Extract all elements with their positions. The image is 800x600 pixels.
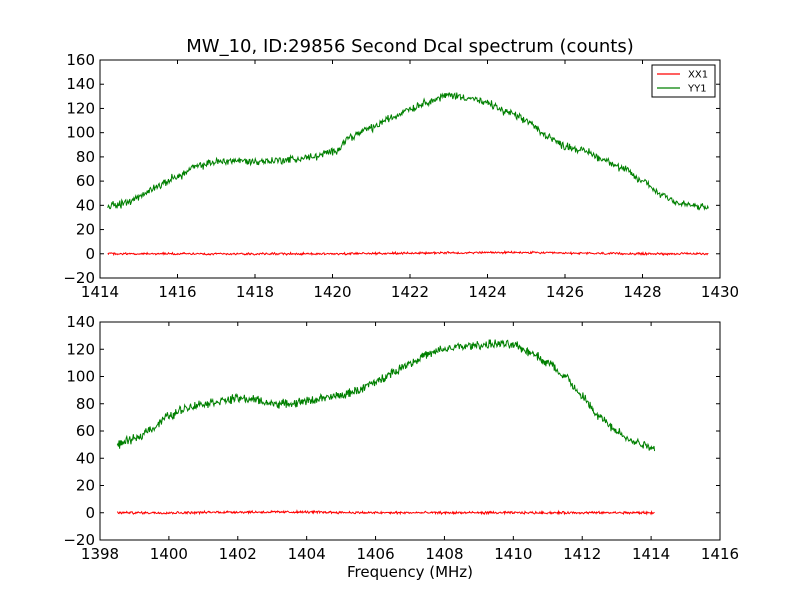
y-tick-label: −20 (63, 531, 95, 549)
y-tick-label: 40 (76, 196, 95, 214)
bottom-plot: 1398 1400 1402 1404 1406 1408 1410 1412 1414 1416… (63, 313, 739, 563)
x-tick-label: 1406 (356, 545, 394, 563)
x-tick-label: 1398 (81, 545, 119, 563)
x-tick-label: 1412 (563, 545, 601, 563)
series-line-yy1-plot-1 (107, 92, 709, 211)
x-tick-label: 1426 (546, 283, 584, 301)
x-tick-label: 1416 (158, 283, 196, 301)
x-tick-label: 1424 (468, 283, 506, 301)
series-line-xx1-plot-2 (116, 509, 655, 516)
top-plot: 1414 1416 1418 1420 1422 1424 1426 1428 1430 −20 0… (63, 51, 739, 301)
y-tick-label: 160 (66, 51, 95, 69)
series-line-xx1-plot-1 (107, 250, 709, 257)
x-tick-label: 1402 (219, 545, 257, 563)
bottom-x-axis-label: Frequency (MHz) (347, 563, 473, 581)
x-tick-label: 1420 (313, 283, 351, 301)
series-line-yy1-plot-2 (116, 339, 656, 452)
y-tick-label: 40 (76, 449, 95, 467)
x-tick-label: 1430 (701, 283, 739, 301)
y-tick-label: 120 (66, 99, 95, 117)
x-tick-label: 1400 (150, 545, 188, 563)
x-tick-label: 1414 (81, 283, 119, 301)
x-tick-label: 1418 (236, 283, 274, 301)
x-tick-label: 1414 (632, 545, 670, 563)
chart-title: MW_10, ID:29856 Second Dcal spectrum (co… (186, 36, 633, 57)
x-tick-label: 1416 (701, 545, 739, 563)
x-tick-label: 1428 (623, 283, 661, 301)
y-tick-label: 100 (66, 368, 95, 386)
x-tick-label: 1408 (425, 545, 463, 563)
x-tick-label: 1422 (391, 283, 429, 301)
y-tick-label: 80 (76, 395, 95, 413)
y-tick-label: 80 (76, 148, 95, 166)
y-tick-label: 60 (76, 422, 95, 440)
legend-label-xx1: XX1 (688, 70, 708, 81)
y-tick-label: 120 (66, 340, 95, 358)
x-tick-label: 1404 (288, 545, 326, 563)
y-tick-label: 0 (85, 504, 95, 522)
y-tick-label: 140 (66, 313, 95, 331)
y-tick-label: 20 (76, 477, 95, 495)
legend-label-yy1: YY1 (687, 84, 707, 95)
y-tick-label: −20 (63, 269, 95, 287)
y-tick-label: 100 (66, 124, 95, 142)
x-tick-label: 1410 (494, 545, 532, 563)
y-tick-label: 20 (76, 221, 95, 239)
y-tick-label: 0 (85, 245, 95, 263)
y-tick-label: 60 (76, 172, 95, 190)
y-tick-label: 140 (66, 75, 95, 93)
legend-box (651, 64, 716, 98)
